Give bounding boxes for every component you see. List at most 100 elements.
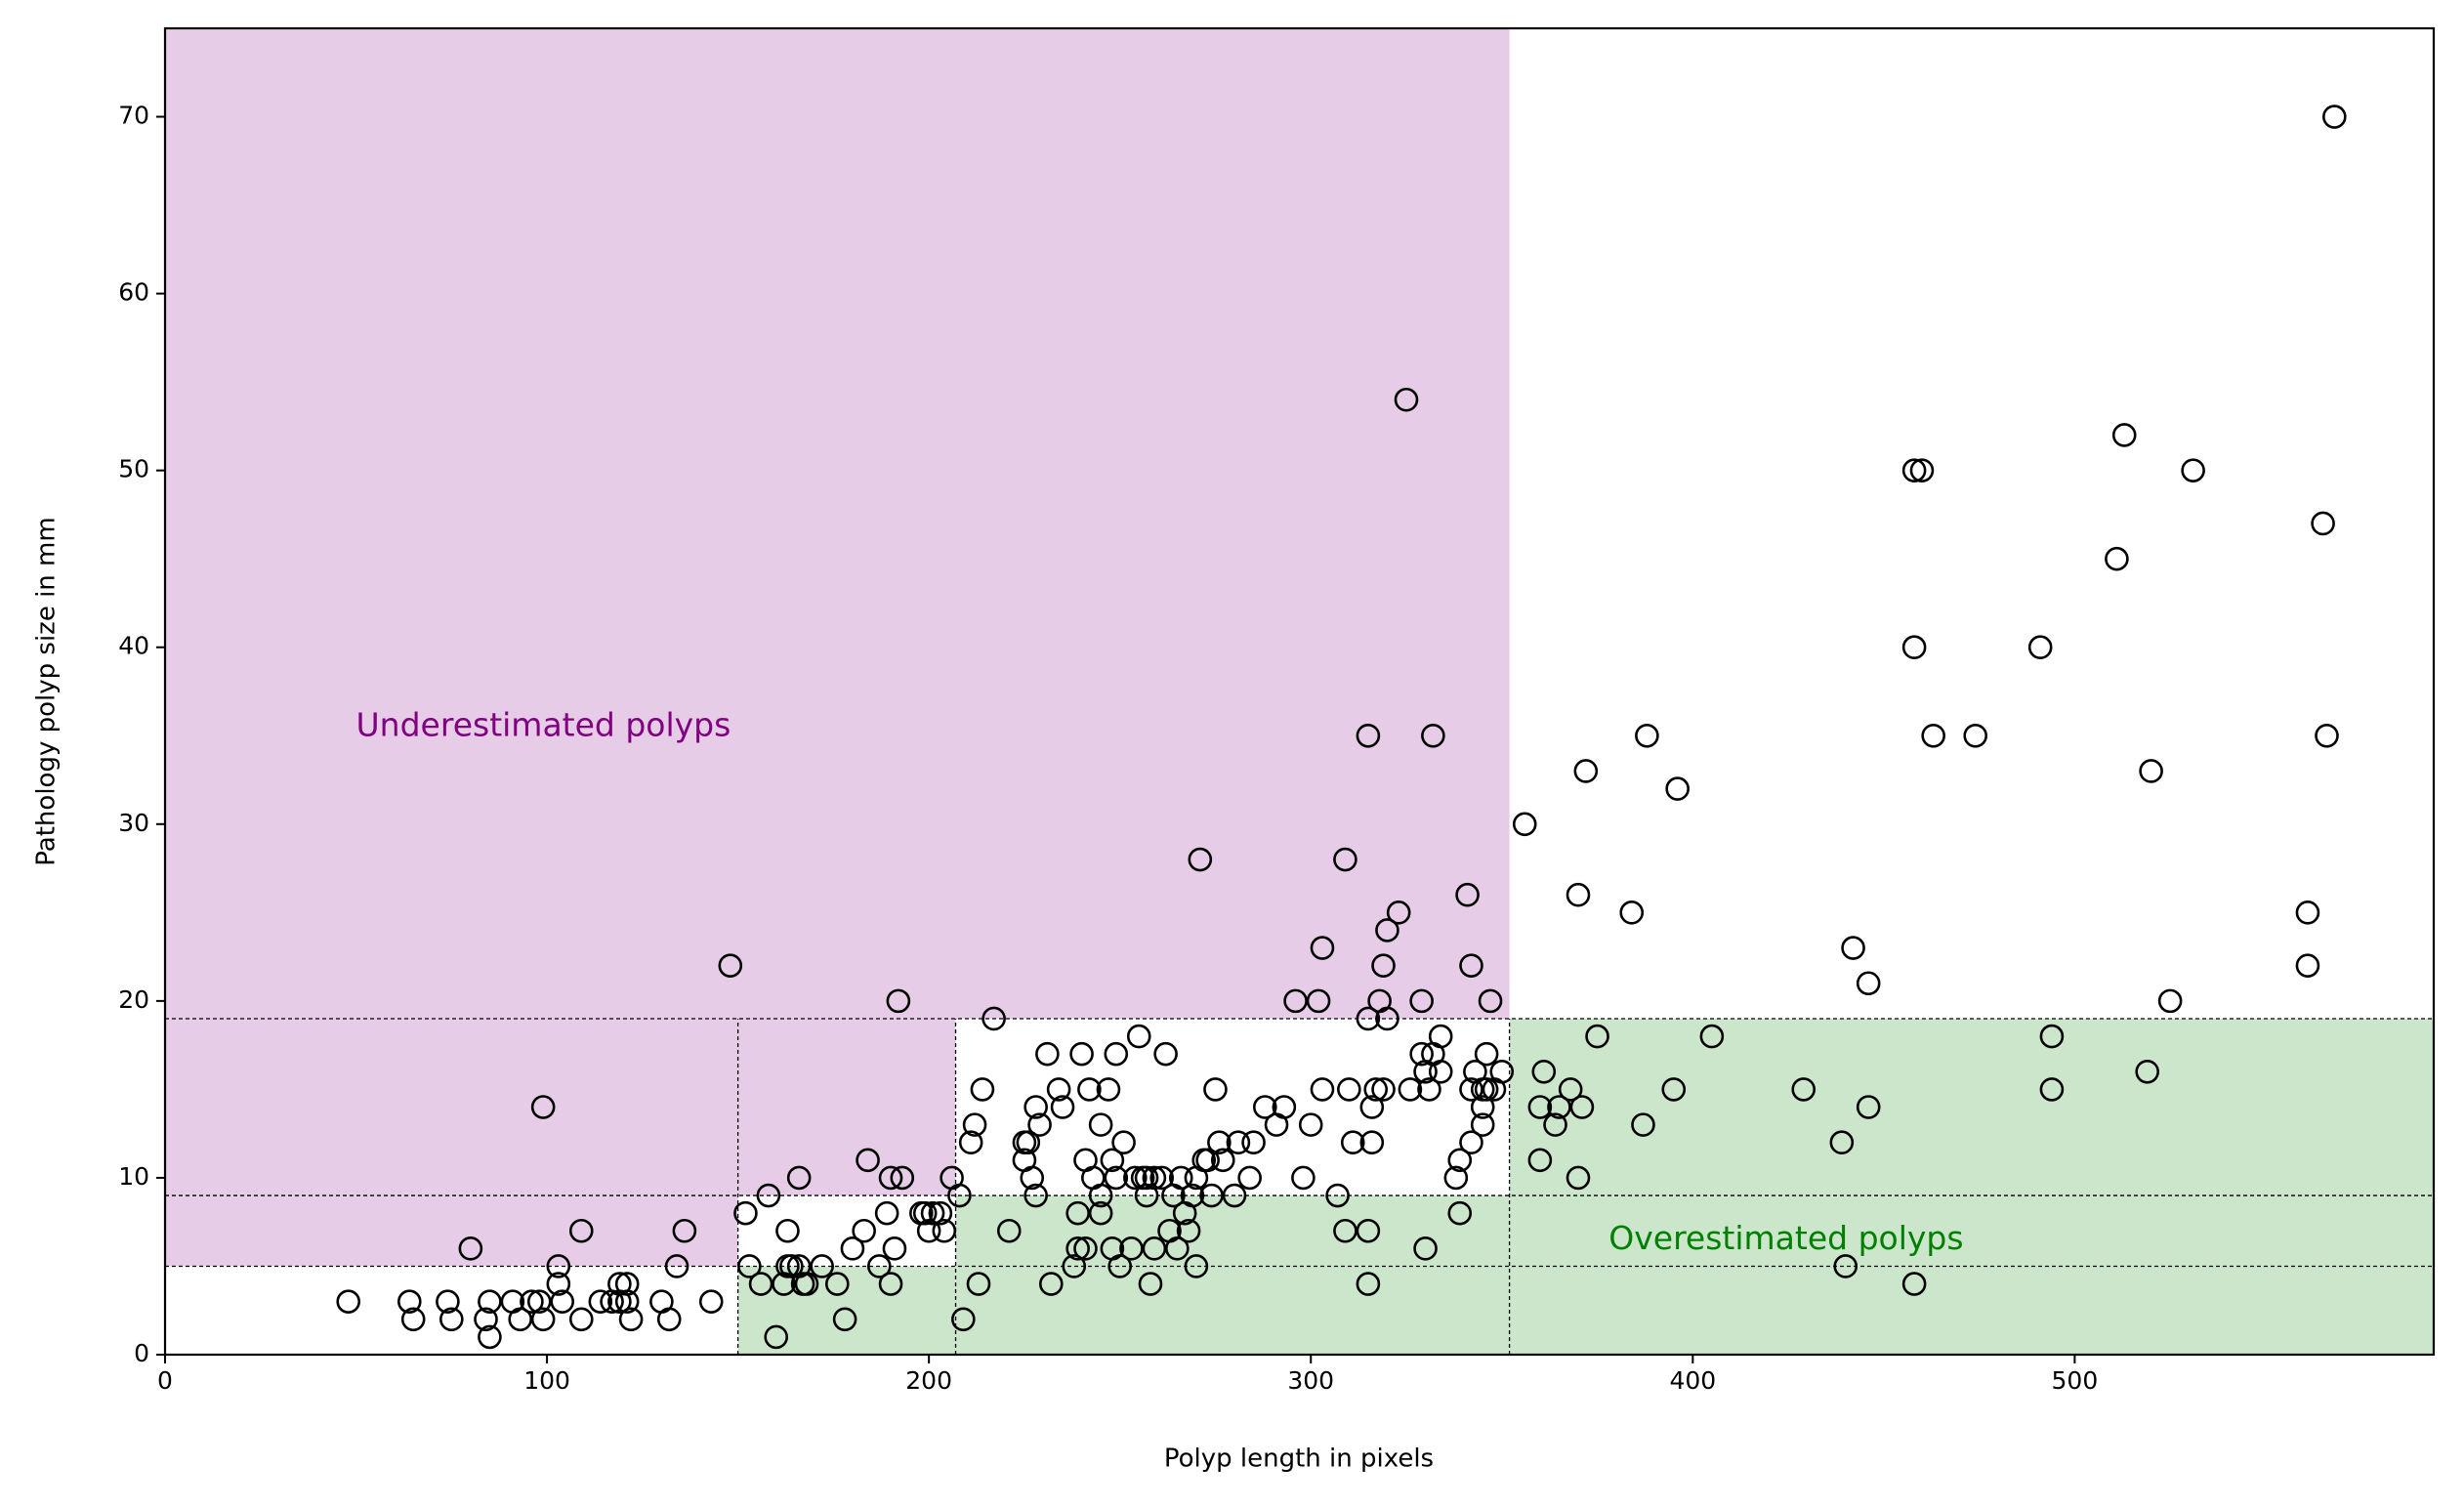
point (1394, 387, 1419, 412)
point (1100, 1148, 1125, 1173)
point (996, 1218, 1022, 1243)
x-tick-label: 100 (523, 1366, 570, 1395)
point (1134, 1165, 1159, 1191)
point (1569, 1095, 1595, 1119)
point (1371, 953, 1396, 978)
point (764, 1324, 789, 1350)
point (1573, 759, 1599, 783)
point (1543, 1112, 1567, 1137)
point (852, 1218, 876, 1243)
point (1088, 1183, 1113, 1208)
point (733, 1200, 758, 1226)
point (1035, 1041, 1060, 1067)
point (1195, 1148, 1220, 1173)
point (2295, 953, 2320, 978)
point (550, 1289, 575, 1314)
axes: 0 100 200 300 400 500 0 10 20 30 40 50 60 70 (118, 26, 2436, 1395)
x-tick-label: 400 (1669, 1366, 1716, 1395)
point (882, 1236, 907, 1261)
point (1443, 1165, 1469, 1191)
point (1447, 1200, 1473, 1226)
point (2322, 105, 2347, 129)
points (336, 105, 2347, 1350)
point (1023, 1183, 1048, 1208)
point (1409, 988, 1434, 1014)
point (1104, 1165, 1129, 1191)
point (1050, 1095, 1075, 1119)
point (397, 1289, 422, 1314)
point (1531, 1059, 1557, 1084)
point (1909, 458, 1935, 482)
point (1207, 1130, 1232, 1155)
point (1470, 1095, 1495, 1119)
point (1359, 1130, 1385, 1155)
shaded-region (955, 28, 1510, 1019)
point (1107, 1254, 1132, 1278)
point (756, 1183, 781, 1208)
x-tick-label: 200 (905, 1366, 952, 1395)
point (1253, 1095, 1277, 1119)
point (886, 988, 911, 1014)
point (874, 1200, 899, 1226)
y-tick-label: 70 (118, 102, 149, 130)
point (526, 1289, 552, 1314)
x-tick-label: 0 (157, 1366, 173, 1395)
x-tick-label: 500 (2052, 1366, 2099, 1395)
point (1829, 1130, 1855, 1155)
point (916, 1218, 941, 1243)
point (2111, 423, 2137, 447)
point (530, 1095, 556, 1119)
point (1142, 1236, 1167, 1261)
point (775, 1218, 800, 1243)
point (878, 1165, 903, 1191)
point (1474, 1077, 1499, 1102)
point (1417, 1077, 1441, 1102)
point (1356, 723, 1381, 748)
point (1841, 936, 1865, 960)
threshold-lines: Underestimated polyps Overestimated polyp… (165, 706, 2434, 1355)
point (1356, 1218, 1381, 1243)
point (1489, 1059, 1515, 1084)
plot-frame (163, 26, 2436, 1357)
point (1077, 1077, 1102, 1102)
point (1699, 1024, 1725, 1049)
point (656, 1307, 682, 1332)
point (1272, 1095, 1297, 1119)
point (672, 1218, 697, 1243)
point (1069, 1041, 1094, 1067)
point (962, 1112, 987, 1137)
point (1558, 1077, 1583, 1102)
point (1459, 1077, 1483, 1102)
point (1856, 1095, 1881, 1119)
point (840, 1236, 865, 1261)
point (1459, 1130, 1483, 1155)
point (1333, 847, 1357, 872)
point (1111, 1130, 1136, 1155)
point (1016, 1130, 1041, 1155)
point (947, 1183, 972, 1208)
point (928, 1200, 953, 1226)
point (439, 1307, 464, 1332)
point (1020, 1165, 1045, 1191)
point (1619, 901, 1645, 925)
point (1165, 1236, 1190, 1261)
point (1375, 1006, 1399, 1031)
point (1856, 971, 1881, 996)
point (794, 1272, 819, 1296)
point (737, 1254, 762, 1278)
point (832, 1307, 857, 1332)
point (1153, 1041, 1178, 1067)
shaded-region (737, 28, 956, 1196)
point (1478, 988, 1503, 1014)
point (1038, 1272, 1064, 1296)
point (966, 1272, 991, 1296)
shaded-region (1509, 1018, 2434, 1355)
point (568, 1218, 594, 1243)
point (1325, 1183, 1350, 1208)
point (1046, 1077, 1071, 1102)
point (1661, 1077, 1687, 1102)
point (568, 1307, 594, 1332)
y-tick-label: 20 (118, 985, 149, 1014)
point (2027, 635, 2053, 660)
point (1023, 1095, 1048, 1119)
